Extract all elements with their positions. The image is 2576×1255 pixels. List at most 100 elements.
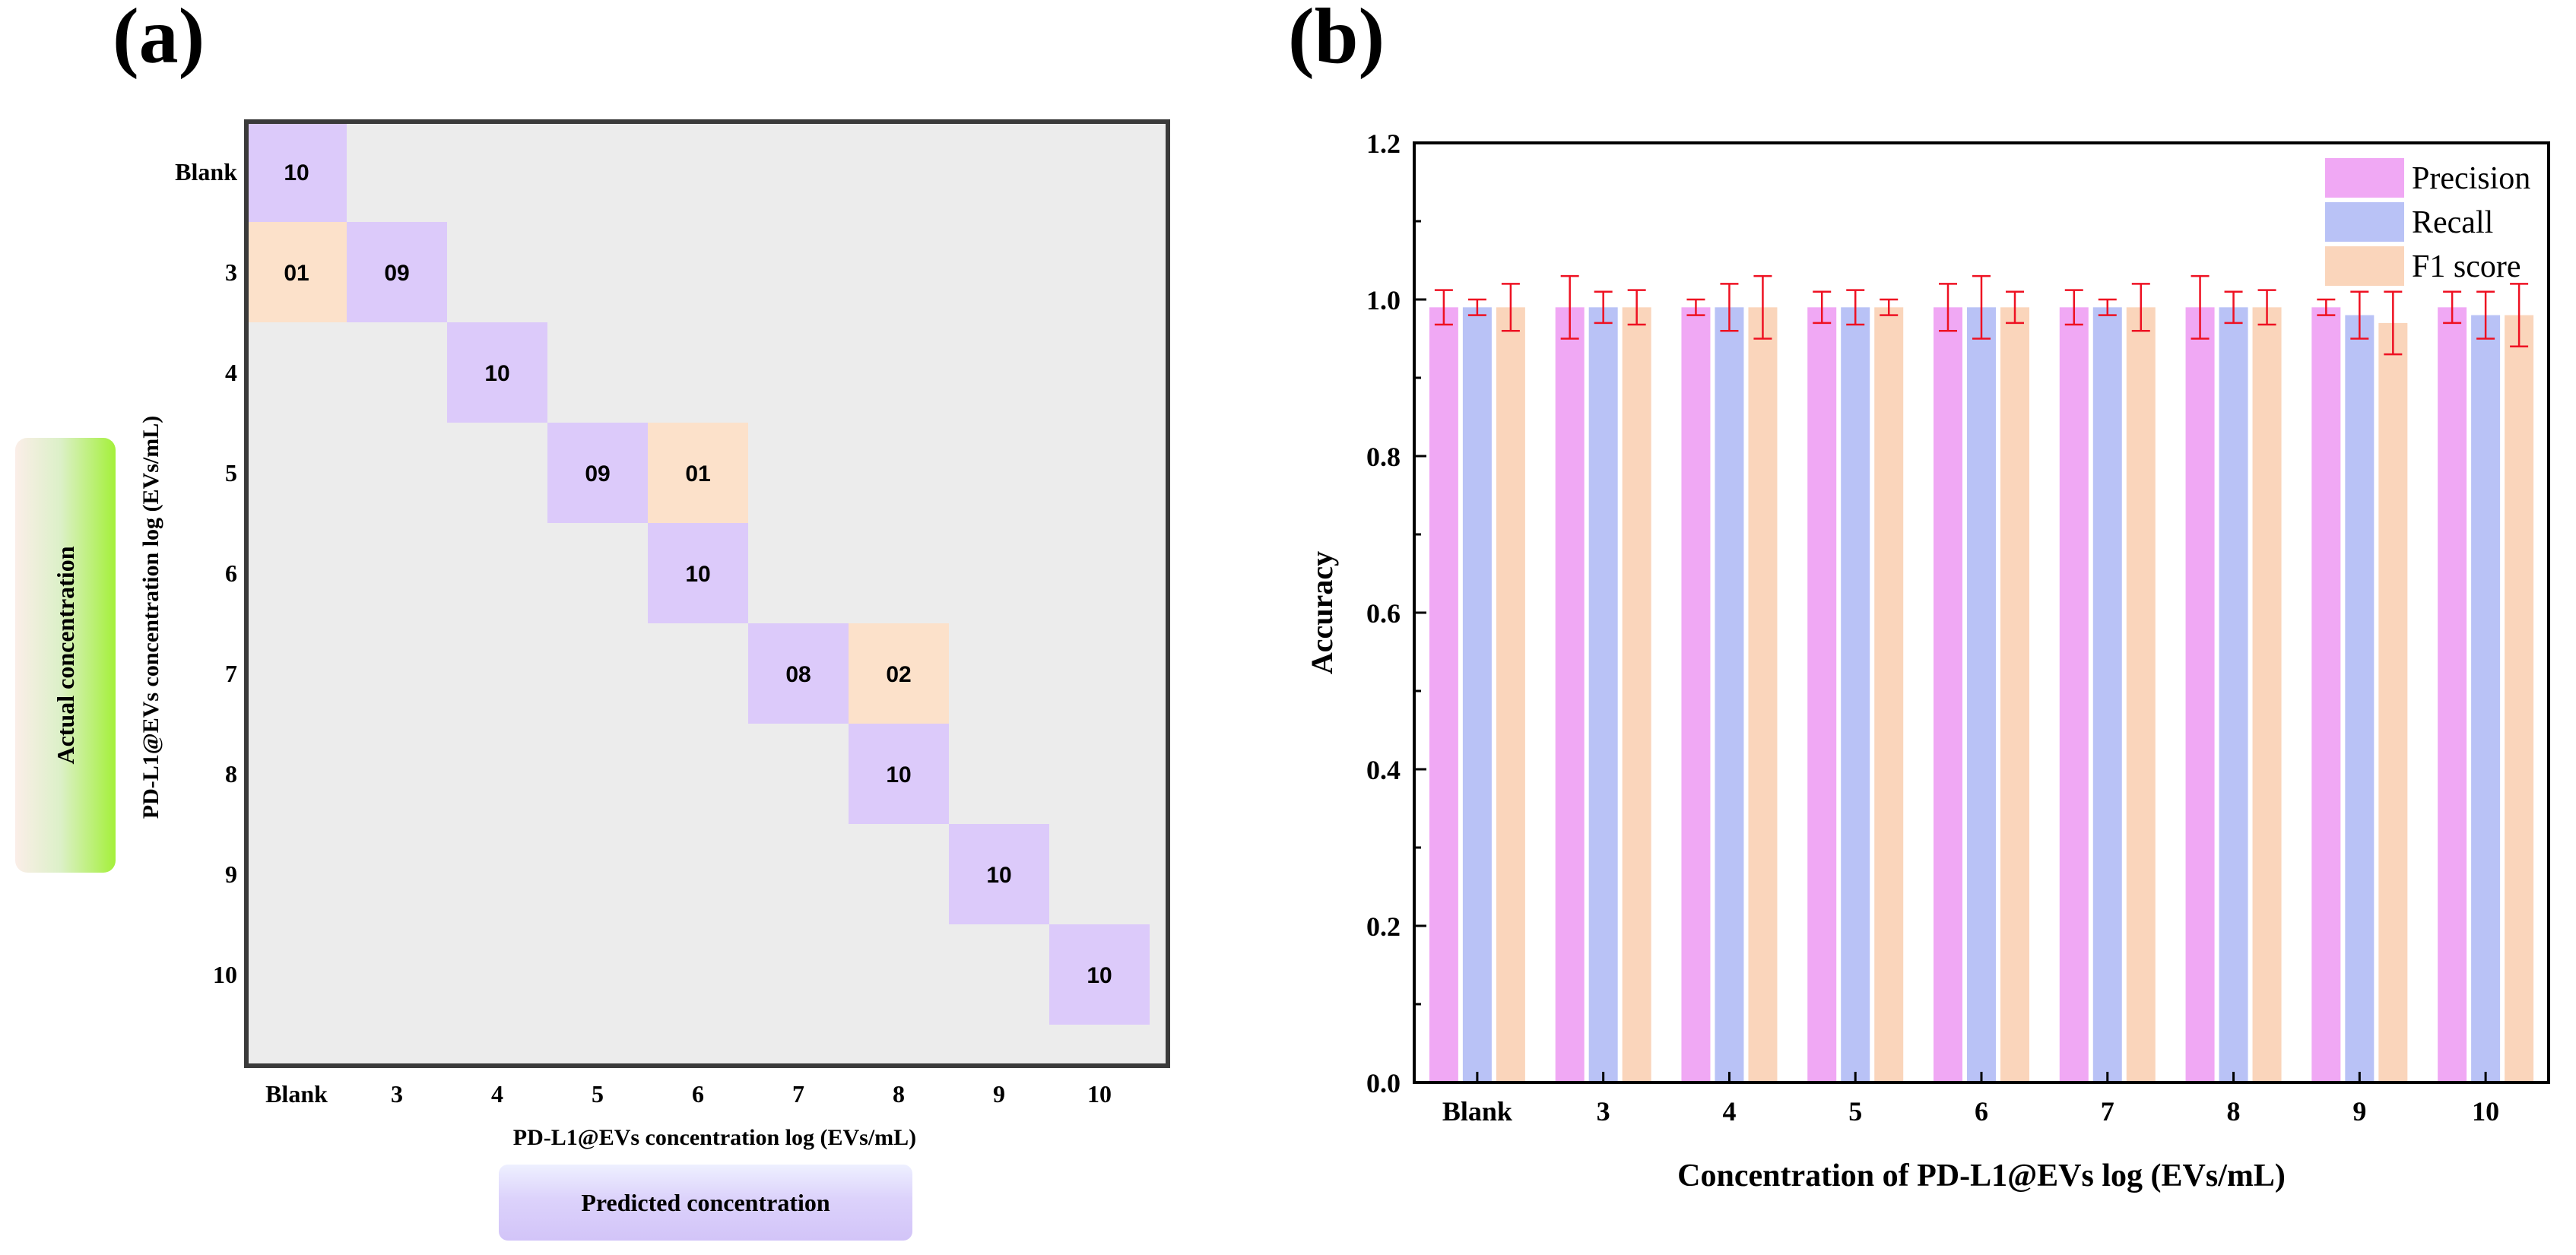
bar-f1-score <box>2252 307 2282 1082</box>
confusion-matrix-cell-value: 09 <box>585 461 610 486</box>
confusion-matrix-cell-fill <box>447 322 547 423</box>
predicted-concentration-badge: Predicted concentration <box>499 1165 912 1241</box>
error-bar <box>2443 290 2462 325</box>
confusion-matrix-cell: 10 <box>949 824 1049 924</box>
error-bar <box>2317 298 2336 316</box>
confusion-matrix-cell-value: 09 <box>384 261 409 286</box>
bar-recall <box>1841 307 1870 1082</box>
legend-label: F1 score <box>2412 249 2520 284</box>
confusion-matrix-cell-value: 10 <box>1087 963 1112 988</box>
bar-chart-x-tick-label: 8 <box>2227 1096 2241 1127</box>
confusion-matrix-cell-value: 01 <box>685 461 710 486</box>
bar-chart-x-axis-title: Concentration of PD-L1@EVs log (EVs/mL) <box>1677 1158 2286 1193</box>
bar-recall <box>2092 307 2122 1082</box>
confusion-matrix-cell-fill <box>347 222 447 322</box>
error-bar <box>2131 283 2150 332</box>
confusion-matrix-x-ticks: Blank 3 4 5 6 7 8 9 10 <box>265 1080 1112 1108</box>
error-bar <box>2257 289 2276 326</box>
predicted-concentration-badge-bg <box>499 1165 912 1241</box>
panel-a-label: (a) <box>113 0 205 80</box>
bar-precision <box>1807 307 1837 1082</box>
confusion-matrix-y-ticks: Blank 3 4 5 6 7 8 9 10 <box>175 158 237 988</box>
bar-chart-y-axis-title: Accuracy <box>1305 551 1339 674</box>
bar-chart-x-tick-label: 6 <box>1975 1096 1988 1127</box>
bar-chart-x-tick-label: 5 <box>1848 1096 1862 1127</box>
error-bar <box>2350 290 2369 340</box>
bar-recall <box>2219 307 2248 1082</box>
confusion-matrix-cell-fill <box>246 222 347 322</box>
error-bar <box>1434 289 1453 326</box>
confusion-matrix-x-tick-label: 4 <box>491 1080 503 1108</box>
bar-recall <box>1715 307 1744 1082</box>
error-bar <box>1467 298 1486 316</box>
confusion-matrix-cell-fill <box>246 122 347 222</box>
error-bar <box>1686 298 1705 316</box>
confusion-matrix: 10 01 09 10 09 01 10 08 02 10 10 10 Blank 3 4 5 6 7 8 9 10 … <box>138 119 1170 1150</box>
bar-chart-y-tick-label: 0.2 <box>1366 911 1401 942</box>
confusion-matrix-x-axis-title: PD-L1@EVs concentration log (EVs/mL) <box>513 1125 916 1150</box>
panel-a: (a) Actual concentration Predicted conce… <box>15 0 1170 1241</box>
confusion-matrix-cell-value: 08 <box>785 662 811 687</box>
confusion-matrix-x-tick-label: 10 <box>1087 1080 1112 1108</box>
bar-chart-frame <box>1413 141 2550 1084</box>
bar-chart-legend: Precision Recall F1 score <box>2325 158 2530 286</box>
error-bar <box>2476 290 2495 340</box>
confusion-matrix-cell-fill <box>849 623 949 724</box>
error-bar <box>2006 290 2024 325</box>
confusion-matrix-frame <box>244 119 1170 1068</box>
confusion-matrix-cell: 10 <box>849 724 949 824</box>
bar-chart-x-tick-label: 10 <box>2472 1096 2499 1127</box>
error-bar <box>1939 283 1957 332</box>
error-bar <box>1813 290 1832 325</box>
bar-f1-score <box>1496 307 1525 1082</box>
bar-f1-score <box>1622 307 1651 1082</box>
panel-b: (b) 0.0 0.2 0.4 0.6 0.8 1.0 1.2 Blank 3 4 5 6 7 8 9 10… <box>1288 0 2550 1193</box>
confusion-matrix-cell: 08 <box>748 623 849 724</box>
bar-precision <box>2311 307 2341 1082</box>
bar-chart-x-tick-label: 4 <box>1722 1096 1736 1127</box>
legend-swatch <box>2325 202 2404 242</box>
confusion-matrix-y-tick-label: 9 <box>225 860 237 888</box>
bar-chart-x-tick-label: 9 <box>2352 1096 2366 1127</box>
error-bar <box>1880 298 1899 316</box>
confusion-matrix-x-tick-label: 9 <box>993 1080 1005 1108</box>
confusion-matrix-cell: 09 <box>547 423 648 523</box>
legend-swatch <box>2325 158 2404 198</box>
error-bar <box>1972 274 1991 340</box>
bar-recall <box>1967 307 1996 1082</box>
bar-recall <box>1462 307 1492 1082</box>
actual-concentration-label: Actual concentration <box>52 546 79 764</box>
confusion-matrix-cell-fill <box>849 724 949 824</box>
confusion-matrix-cell: 01 <box>648 423 748 523</box>
bar-recall <box>2345 315 2375 1083</box>
confusion-matrix-y-tick-label: 8 <box>225 760 237 788</box>
confusion-matrix-cell-fill <box>1049 924 1150 1025</box>
error-bar <box>2384 290 2403 356</box>
bar-precision <box>1934 307 1962 1082</box>
bar-f1-score <box>1874 307 1904 1082</box>
bar-f1-score <box>2505 315 2534 1083</box>
bar-chart-y-tick-label: 0.4 <box>1366 755 1401 785</box>
bar-chart-y-ticks: 0.0 0.2 0.4 0.6 0.8 1.0 1.2 <box>1366 128 1426 1098</box>
confusion-matrix-cell: 09 <box>347 222 447 322</box>
error-bar <box>2098 298 2117 316</box>
confusion-matrix-cell: 10 <box>648 523 748 623</box>
confusion-matrix-y-tick-label: 5 <box>225 459 237 486</box>
confusion-matrix-cell-value: 10 <box>284 160 309 185</box>
bar-precision <box>2059 307 2089 1082</box>
legend-label: Recall <box>2412 205 2493 240</box>
bar-chart-y-tick-label: 1.2 <box>1366 128 1401 159</box>
confusion-matrix-cell-fill <box>648 423 748 523</box>
confusion-matrix-cell-value: 10 <box>986 863 1011 888</box>
bar-recall <box>2471 315 2501 1083</box>
bar-f1-score <box>2000 307 2029 1082</box>
confusion-matrix-cell-value: 01 <box>284 261 309 286</box>
confusion-matrix-cell: 10 <box>1049 924 1150 1025</box>
confusion-matrix-x-tick-label: 3 <box>391 1080 403 1108</box>
error-bar <box>1627 289 1646 326</box>
confusion-matrix-x-tick-label: 6 <box>692 1080 704 1108</box>
bar-chart-x-tick-label: Blank <box>1442 1096 1512 1127</box>
confusion-matrix-y-tick-label: 7 <box>225 660 237 687</box>
confusion-matrix-cell-fill <box>748 623 849 724</box>
error-bar <box>1846 289 1865 326</box>
